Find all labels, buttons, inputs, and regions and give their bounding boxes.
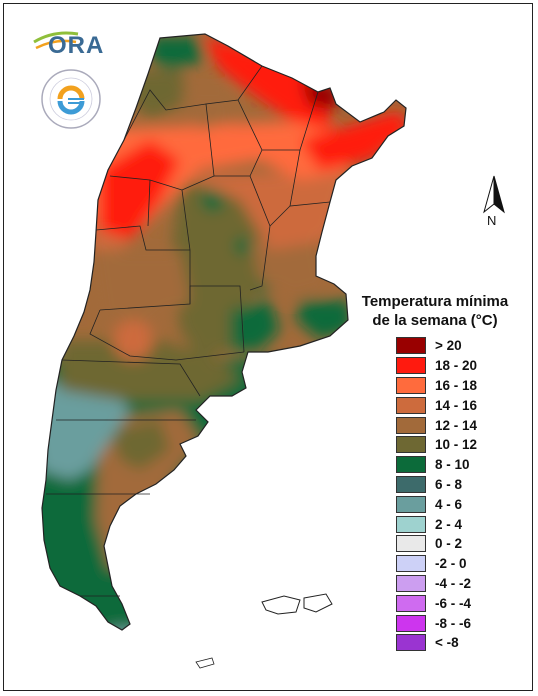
- legend-swatch: [396, 396, 426, 414]
- legend-item: 14 - 16: [396, 395, 530, 415]
- ora-logo-text: ORA: [48, 32, 105, 59]
- legend-swatch: [396, 515, 426, 533]
- isla-de-los-estados: [195, 657, 215, 669]
- legend-label: 2 - 4: [435, 516, 463, 532]
- legend-swatch: [396, 416, 426, 434]
- north-label: N: [487, 213, 497, 228]
- legend-swatch: [396, 337, 426, 355]
- legend-item: 4 - 6: [396, 494, 530, 514]
- legend-item: 2 - 4: [396, 514, 530, 534]
- legend-swatch: [396, 456, 426, 474]
- province-borders: [46, 65, 331, 597]
- legend-label: < -8: [435, 635, 459, 651]
- legend-label: 18 - 20: [435, 358, 478, 374]
- legend-item: 12 - 14: [396, 415, 530, 435]
- legend-item: -6 - -4: [396, 593, 530, 613]
- legend-label: > 20: [435, 338, 462, 354]
- legend-label: -6 - -4: [435, 595, 472, 611]
- legend-swatch: [396, 594, 426, 612]
- legend-swatch: [396, 436, 426, 454]
- legend-swatch: [396, 357, 426, 375]
- legend-item: 18 - 20: [396, 356, 530, 376]
- legend-item: 6 - 8: [396, 475, 530, 495]
- legend-item: < -8: [396, 633, 530, 653]
- legend-label: 8 - 10: [435, 457, 470, 473]
- legend-swatch: [396, 376, 426, 394]
- legend-swatch: [396, 475, 426, 493]
- legend-label: -4 - -2: [435, 575, 472, 591]
- legend-label: 14 - 16: [435, 397, 478, 413]
- legend-swatch: [396, 614, 426, 632]
- smn-seal-logo: [41, 69, 101, 129]
- ora-logo: [33, 31, 79, 50]
- legend-label: 12 - 14: [435, 417, 478, 433]
- legend-title-line2: de la semana (°C): [372, 312, 498, 329]
- legend-swatch: [396, 535, 426, 553]
- legend-label: -2 - 0: [435, 556, 467, 572]
- legend-swatch: [396, 495, 426, 513]
- legend-label: 6 - 8: [435, 476, 463, 492]
- malvinas-islands: [261, 593, 333, 615]
- legend-item: 16 - 18: [396, 376, 530, 396]
- legend-swatch: [396, 555, 426, 573]
- legend-item: 0 - 2: [396, 534, 530, 554]
- legend-item: > 20: [396, 336, 530, 356]
- legend-label: -8 - -6: [435, 615, 472, 631]
- legend-item: -8 - -6: [396, 613, 530, 633]
- legend-label: 10 - 12: [435, 437, 478, 453]
- legend-label: 16 - 18: [435, 377, 478, 393]
- legend-swatch: [396, 634, 426, 652]
- legend-label: 0 - 2: [435, 536, 463, 552]
- legend-title-line1: Temperatura mínima: [361, 293, 509, 310]
- legend-item: 8 - 10: [396, 455, 530, 475]
- legend-item: -4 - -2: [396, 574, 530, 594]
- legend-swatch: [396, 574, 426, 592]
- legend-item: 10 - 12: [396, 435, 530, 455]
- legend-label: 4 - 6: [435, 496, 463, 512]
- north-arrow-icon: [483, 175, 505, 214]
- legend-item: -2 - 0: [396, 554, 530, 574]
- legend-list: > 20 18 - 20 16 - 18 14 - 16 12 - 14 10 - 12 8…: [396, 336, 530, 653]
- legend: Temperatura mínima de la semana (°C) > 2…: [340, 292, 530, 653]
